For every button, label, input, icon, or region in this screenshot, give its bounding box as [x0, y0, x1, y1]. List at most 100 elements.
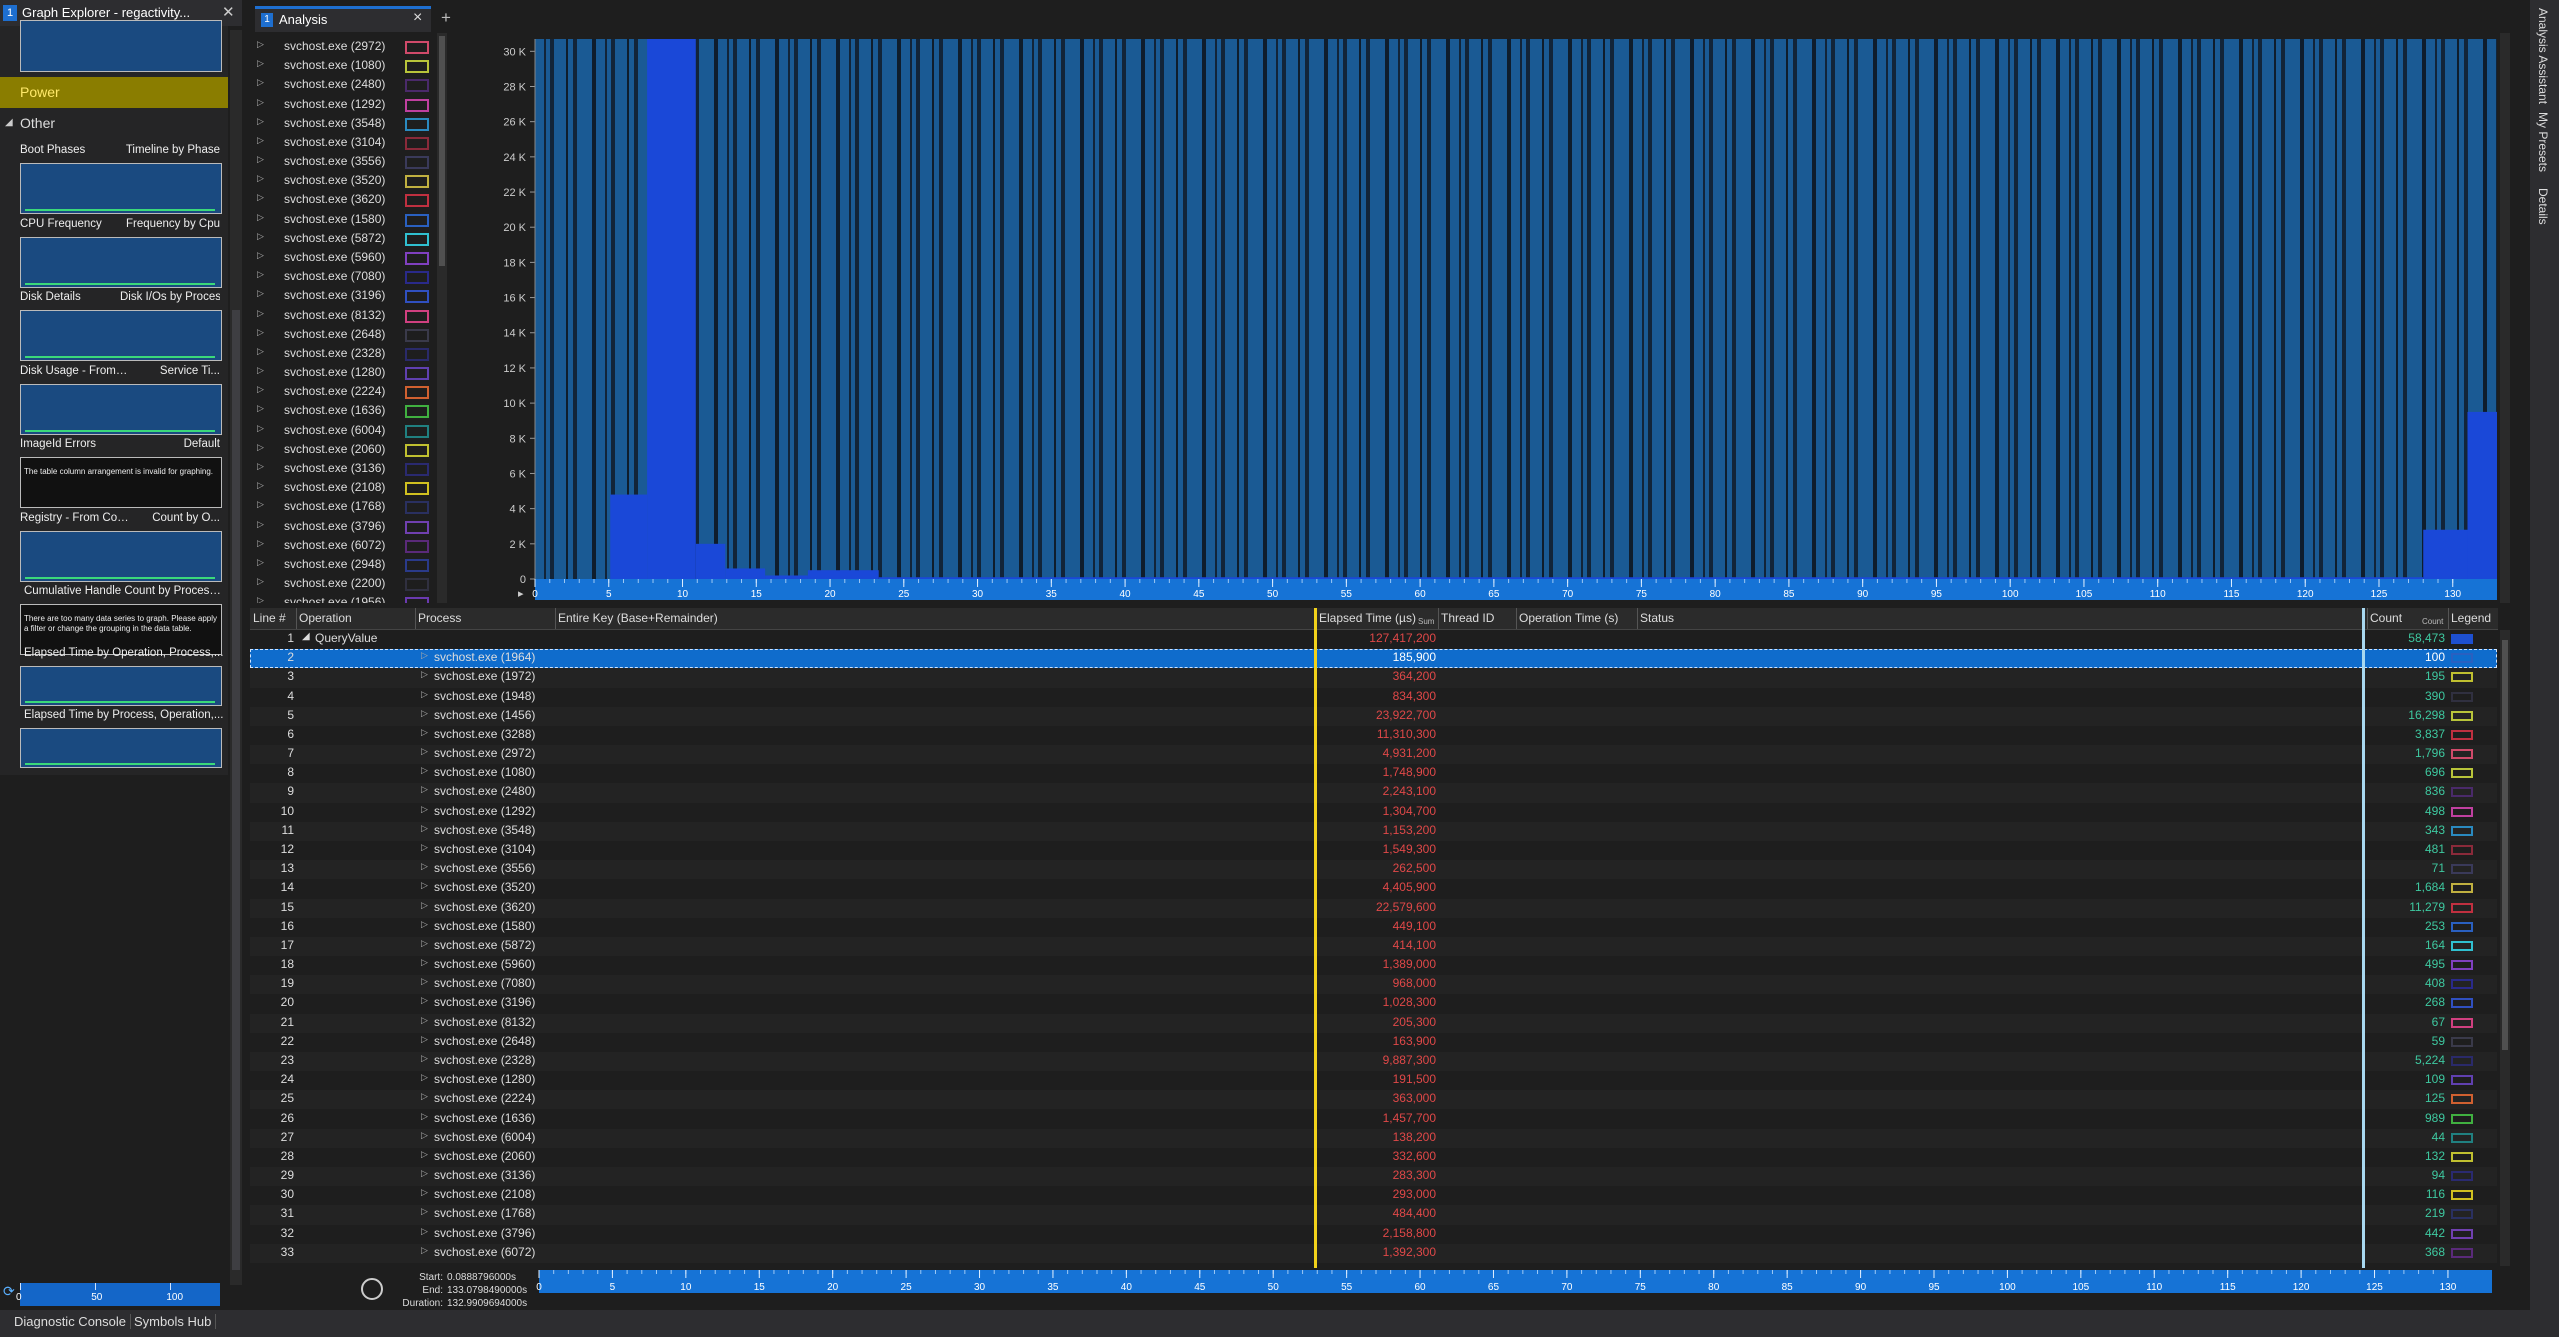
analysis-tab[interactable]: [255, 6, 431, 32]
graph-name[interactable]: Registry - From Core4: [20, 512, 130, 524]
series-name[interactable]: svchost.exe (6072): [284, 537, 386, 552]
process[interactable]: svchost.exe (1292): [434, 803, 536, 818]
expand-arrow[interactable]: ▷: [421, 1129, 428, 1140]
expand-arrow[interactable]: ▷: [257, 58, 264, 69]
expand-arrow[interactable]: ▷: [257, 96, 264, 107]
divider-blue[interactable]: [2362, 608, 2365, 1268]
process[interactable]: svchost.exe (2224): [434, 1091, 536, 1106]
section-other[interactable]: Other: [20, 115, 56, 131]
expand-arrow[interactable]: ▷: [257, 499, 264, 510]
graph-name[interactable]: Cumulative Handle Count by Process...: [24, 585, 224, 597]
process[interactable]: svchost.exe (1580): [434, 918, 536, 933]
process[interactable]: svchost.exe (3196): [434, 995, 536, 1010]
process[interactable]: svchost.exe (1636): [434, 1110, 536, 1125]
expand-arrow[interactable]: ▷: [421, 1110, 428, 1121]
expand-arrow[interactable]: ▷: [421, 841, 428, 852]
series-name[interactable]: svchost.exe (8132): [284, 307, 386, 322]
series-name[interactable]: svchost.exe (2480): [284, 77, 386, 92]
tab-close[interactable]: ×: [413, 9, 423, 26]
column-header[interactable]: Operation Time (s): [1519, 611, 1619, 625]
expand-arrow[interactable]: ▷: [421, 784, 428, 795]
expand-arrow[interactable]: ▷: [257, 249, 264, 260]
side-tab[interactable]: My Presets: [2536, 112, 2550, 173]
expand-arrow[interactable]: ▷: [421, 1206, 428, 1217]
explorer-scroll-thumb[interactable]: [232, 310, 240, 1270]
expand-arrow[interactable]: ▷: [257, 460, 264, 471]
column-header[interactable]: Legend: [2451, 611, 2492, 625]
expand-arrow[interactable]: ◢: [302, 631, 310, 642]
process[interactable]: svchost.exe (2060): [434, 1148, 536, 1163]
expand-arrow[interactable]: ▷: [257, 595, 264, 603]
graph-name[interactable]: Elapsed Time by Operation, Process,...: [24, 647, 224, 659]
column-header[interactable]: Line #: [253, 611, 286, 625]
expand-arrow[interactable]: ▷: [421, 1225, 428, 1236]
process[interactable]: svchost.exe (2480): [434, 784, 536, 799]
graph-thumbnail[interactable]: [20, 237, 222, 288]
expand-arrow[interactable]: ▷: [421, 880, 428, 891]
series-name[interactable]: svchost.exe (2060): [284, 441, 386, 456]
expand-arrow[interactable]: ▷: [257, 365, 264, 376]
tab-add[interactable]: +: [441, 8, 451, 27]
expand-arrow[interactable]: ▷: [257, 403, 264, 414]
expand-arrow[interactable]: ▷: [421, 1187, 428, 1198]
column-header[interactable]: Count: [2370, 611, 2403, 625]
series-name[interactable]: svchost.exe (7080): [284, 269, 386, 284]
process[interactable]: svchost.exe (3620): [434, 899, 536, 914]
process[interactable]: svchost.exe (3104): [434, 841, 536, 856]
expand-arrow[interactable]: ▷: [257, 115, 264, 126]
expand-arrow[interactable]: ▷: [421, 650, 428, 661]
graph-thumbnail[interactable]: The table column arrangement is invalid …: [20, 457, 222, 508]
process[interactable]: svchost.exe (1080): [434, 765, 536, 780]
expand-arrow[interactable]: ▷: [421, 899, 428, 910]
process[interactable]: svchost.exe (6072): [434, 1244, 536, 1259]
graph-name[interactable]: Disk Usage - From Core4: [20, 365, 130, 377]
expand-arrow[interactable]: ▷: [421, 1072, 428, 1083]
process[interactable]: svchost.exe (1768): [434, 1206, 536, 1221]
graph-thumbnail[interactable]: [20, 531, 222, 582]
expand-arrow[interactable]: ▷: [257, 518, 264, 529]
series-name[interactable]: svchost.exe (1280): [284, 365, 386, 380]
process[interactable]: svchost.exe (1972): [434, 669, 536, 684]
side-tab[interactable]: Analysis Assistant: [2536, 8, 2550, 105]
side-tab[interactable]: Details: [2536, 188, 2550, 225]
process[interactable]: svchost.exe (1456): [434, 707, 536, 722]
process[interactable]: svchost.exe (3520): [434, 880, 536, 895]
expand-arrow[interactable]: ▷: [421, 669, 428, 680]
expand-arrow[interactable]: ▷: [257, 576, 264, 587]
expand-arrow[interactable]: ▷: [257, 288, 264, 299]
process[interactable]: svchost.exe (1948): [434, 688, 536, 703]
series-name[interactable]: svchost.exe (1636): [284, 403, 386, 418]
process[interactable]: svchost.exe (3796): [434, 1225, 536, 1240]
series-name[interactable]: svchost.exe (3520): [284, 173, 386, 188]
expand-arrow[interactable]: ▷: [257, 345, 264, 356]
refresh-icon[interactable]: ⟳: [3, 1283, 15, 1299]
bottom-tab[interactable]: Diagnostic Console: [10, 1314, 132, 1329]
series-name[interactable]: svchost.exe (2948): [284, 556, 386, 571]
expand-arrow[interactable]: ▷: [421, 995, 428, 1006]
series-name[interactable]: svchost.exe (3796): [284, 518, 386, 533]
expand-arrow[interactable]: ▷: [421, 1244, 428, 1255]
divider-yellow[interactable]: [1314, 608, 1317, 1268]
graph-thumbnail[interactable]: [20, 728, 222, 768]
series-name[interactable]: svchost.exe (6004): [284, 422, 386, 437]
table-scroll-thumb[interactable]: [2502, 640, 2508, 1050]
series-name[interactable]: svchost.exe (1292): [284, 96, 386, 111]
series-name[interactable]: svchost.exe (2108): [284, 480, 386, 495]
expand-arrow[interactable]: ▷: [257, 537, 264, 548]
list-scroll-thumb[interactable]: [439, 36, 445, 266]
selected-row[interactable]: [250, 649, 2497, 669]
operation[interactable]: QueryValue: [315, 631, 378, 645]
process[interactable]: svchost.exe (5960): [434, 957, 536, 972]
process[interactable]: svchost.exe (3288): [434, 726, 536, 741]
process[interactable]: svchost.exe (3136): [434, 1168, 536, 1183]
process[interactable]: svchost.exe (1964): [434, 650, 536, 665]
expand-arrow[interactable]: ▷: [421, 976, 428, 987]
graph-name[interactable]: ImageId Errors: [20, 438, 97, 450]
expand-arrow[interactable]: ▷: [421, 1091, 428, 1102]
series-name[interactable]: svchost.exe (3620): [284, 192, 386, 207]
expand-arrow[interactable]: ▷: [257, 422, 264, 433]
graph-name[interactable]: Boot Phases: [20, 144, 86, 156]
expand-arrow[interactable]: ▷: [421, 861, 428, 872]
expand-arrow[interactable]: ▷: [257, 269, 264, 280]
series-name[interactable]: svchost.exe (2328): [284, 345, 386, 360]
